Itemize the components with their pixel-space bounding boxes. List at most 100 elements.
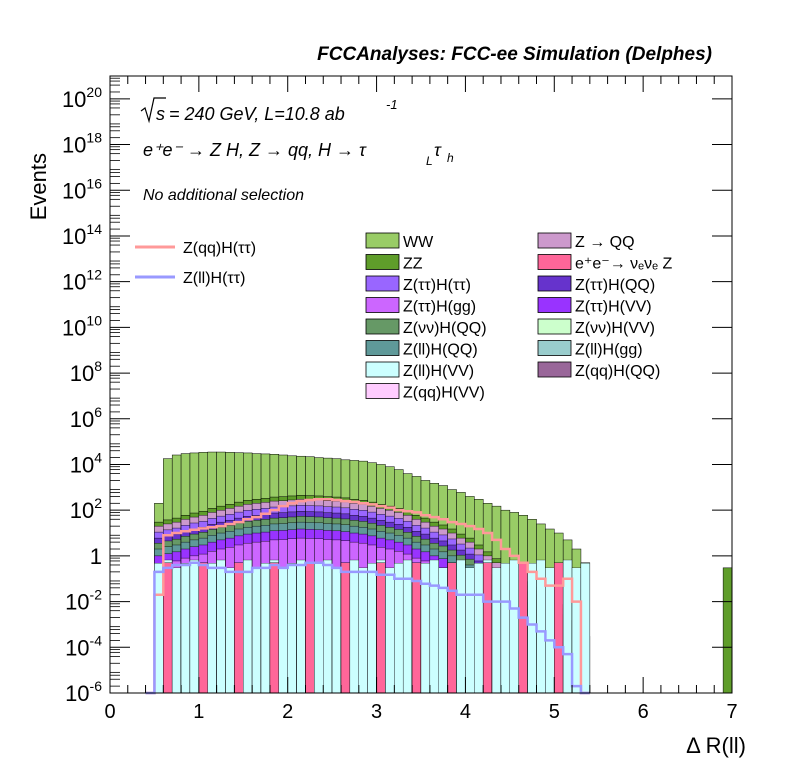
y-tick-label: 1018: [62, 130, 102, 158]
y-tick-base: 10: [70, 498, 94, 523]
x-tick-label: 2: [282, 701, 293, 723]
y-tick-base: 10: [65, 635, 89, 660]
histogram-bar-low: [252, 567, 262, 694]
histogram-bar-low: [394, 563, 404, 694]
legend-swatch: [537, 254, 572, 270]
legend-label: Z(νν)H(VV): [575, 320, 655, 337]
y-tick-base: 1: [90, 544, 102, 569]
histogram-bar-low: [509, 559, 519, 694]
histogram-bar-nunuz: [554, 562, 564, 694]
sqrt-s-label: s: [156, 104, 165, 124]
y-tick-base: 10: [65, 681, 89, 706]
histogram-bar-nunuz: [340, 562, 351, 694]
y-tick-base: 10: [62, 224, 86, 249]
histogram-bar-nunuz: [198, 562, 208, 694]
process-sub-h: h: [447, 151, 454, 165]
y-tick-label: 1020: [62, 84, 102, 112]
histogram-bar-low: [260, 563, 271, 694]
legend-swatch: [365, 232, 400, 249]
legend-label: Z(ll)H(QQ): [403, 342, 478, 359]
legend-swatch: [537, 232, 572, 249]
histogram-bar-nunuz: [234, 562, 244, 694]
histogram-bar-low: [385, 567, 395, 694]
histogram-bar-low: [172, 567, 182, 694]
y-tick-base: 10: [70, 407, 94, 432]
histogram-bar-low: [367, 563, 377, 694]
process-tau-h: τ: [434, 140, 442, 160]
y-tick-label: 1014: [62, 221, 102, 249]
histogram-bar-low: [349, 559, 359, 694]
legend-swatch: [365, 383, 400, 399]
y-tick-base: 10: [62, 87, 86, 112]
y-tick-base: 10: [62, 178, 86, 203]
chart-header: FCCAnalyses: FCC-ee Simulation (Delphes): [317, 44, 712, 65]
legend-label: Z(ττ)H(QQ): [575, 277, 655, 294]
histogram-bar-low: [358, 567, 368, 694]
y-tick-exponent: 18: [86, 130, 102, 146]
energy-lumi-label: = 240 GeV, L=10.8 ab: [169, 104, 345, 124]
histogram-bar-low: [571, 567, 582, 694]
histogram-bar-low: [331, 567, 342, 694]
histogram-bar-nunuz: [305, 562, 315, 694]
y-tick-label: 10-6: [65, 678, 102, 706]
x-tick-label: 7: [726, 701, 737, 723]
y-tick-exponent: 12: [86, 267, 102, 283]
y-axis-label: Events: [26, 153, 51, 220]
histogram-bar-nunuz: [518, 562, 528, 694]
legend-swatch: [365, 275, 400, 292]
y-tick-base: 10: [65, 590, 89, 615]
histogram-bar-low: [500, 563, 511, 694]
x-axis-label: Δ R(ll): [686, 733, 746, 758]
signal-line: [145, 498, 590, 695]
y-tick-label: 1010: [62, 312, 102, 340]
legend-label: Z → QQ: [575, 234, 635, 251]
histogram-bar-nunuz: [376, 562, 386, 694]
legend-label: WW: [403, 234, 434, 251]
legend-swatch: [537, 361, 572, 378]
legend-label: Z(qq)H(QQ): [575, 363, 660, 380]
signal-line: [145, 561, 590, 695]
legend-swatch: [365, 318, 400, 335]
y-tick-label: 104: [70, 449, 102, 477]
histogram-bar-zz-tail: [722, 567, 733, 694]
legend-label: ZZ: [403, 256, 423, 273]
y-tick-exponent: 14: [86, 221, 102, 237]
histogram-bar-low: [296, 559, 306, 694]
legend-label: Z(qq)H(VV): [403, 385, 485, 402]
signal-overlays: [145, 498, 590, 695]
x-tick-label: 0: [104, 701, 115, 723]
y-tick-exponent: 8: [94, 358, 102, 374]
histogram-bar-low: [580, 563, 590, 694]
y-tick-label: 108: [70, 358, 102, 386]
y-tick-exponent: 6: [94, 404, 102, 420]
selection-label: No additional selection: [143, 187, 304, 204]
legend-swatch: [365, 297, 400, 313]
plot-frame: [109, 75, 733, 694]
histogram-bar-nunuz: [483, 562, 493, 694]
y-tick-label: 1016: [62, 175, 102, 203]
y-tick-exponent: -6: [90, 678, 103, 694]
y-tick-exponent: -4: [90, 632, 103, 648]
histogram-bar-low: [207, 563, 217, 694]
histogram-bar-low: [278, 567, 288, 694]
histogram-bar-nunuz: [269, 562, 280, 694]
y-tick-label: 1: [90, 544, 102, 569]
lumi-exponent: -1: [386, 97, 398, 112]
y-tick-base: 10: [62, 133, 86, 158]
histogram-bar-low: [323, 559, 333, 694]
histogram-bar-low: [225, 567, 235, 694]
histogram-bar-low: [474, 563, 484, 694]
histogram-bar-low: [154, 563, 164, 694]
y-tick-label: 106: [70, 404, 102, 432]
histogram-bar-low: [216, 559, 226, 694]
x-tick-label: 3: [371, 701, 382, 723]
sqrt-symbol: [140, 97, 166, 124]
histogram-bar-low: [456, 559, 466, 694]
process-sub-l: L: [426, 154, 433, 168]
y-tick-base: 10: [70, 452, 94, 477]
y-tick-base: 10: [62, 315, 86, 340]
legend-label: Z(νν)H(QQ): [403, 320, 487, 337]
y-tick-exponent: -2: [90, 587, 103, 603]
y-tick-base: 10: [62, 270, 86, 295]
